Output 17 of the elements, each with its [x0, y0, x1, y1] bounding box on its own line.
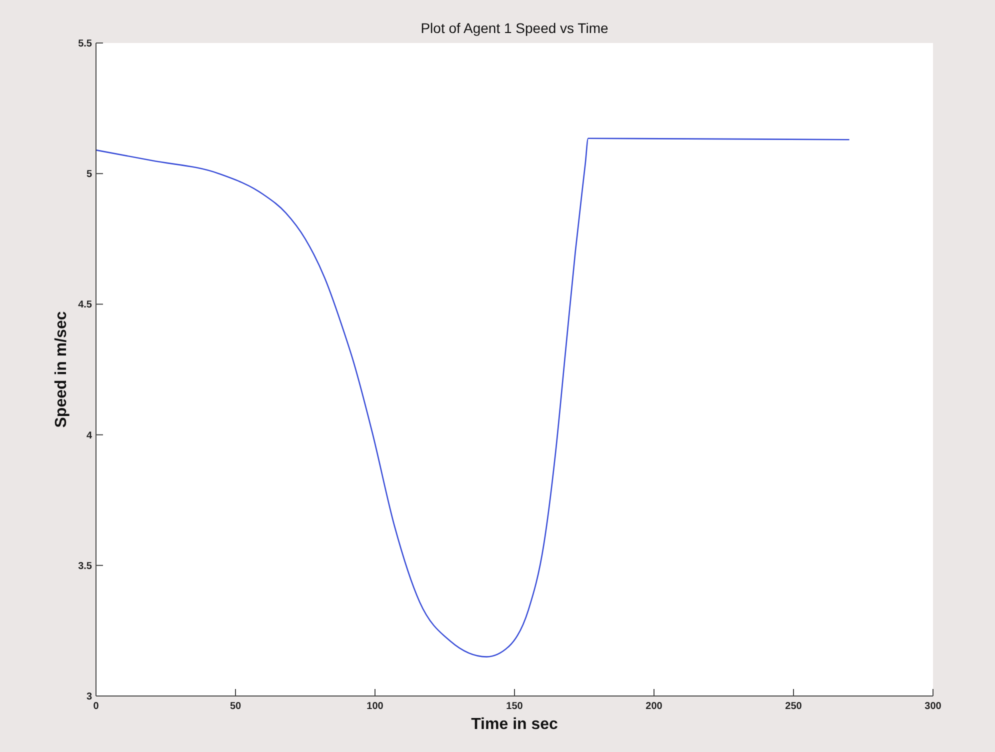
- y-axis-title: Speed in m/sec: [53, 311, 70, 428]
- y-tick-label: 3: [86, 692, 92, 702]
- x-tick-label: 250: [785, 701, 802, 712]
- line-series: [95, 138, 850, 658]
- y-tick-label: 4.5: [78, 300, 92, 311]
- y-tick-label: 5: [86, 169, 92, 180]
- y-tick-label: 3.5: [78, 560, 92, 572]
- x-tick-label: 100: [366, 701, 384, 712]
- x-tick-label: 0: [93, 701, 100, 712]
- chart-title: Plot of Agent 1 Speed vs Time: [420, 20, 608, 36]
- x-tick-label: 150: [506, 701, 524, 712]
- x-tick-label: 200: [646, 701, 663, 712]
- x-tick-label: 50: [230, 701, 242, 712]
- y-tick-label: 4: [86, 430, 92, 442]
- x-axis-title: Time in sec: [471, 716, 558, 733]
- x-tick-label: 300: [924, 701, 942, 712]
- y-tick-label: 5.5: [78, 38, 92, 50]
